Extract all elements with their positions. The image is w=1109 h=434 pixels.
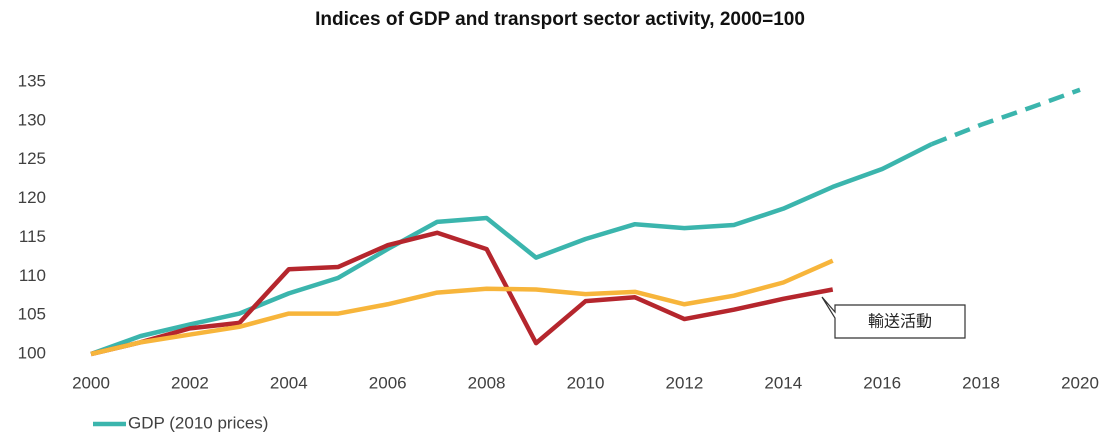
annotation-text: 輸送活動 (868, 312, 932, 331)
y-tick-label: 105 (18, 305, 46, 324)
x-tick-label: 2004 (270, 373, 308, 392)
x-tick-label: 2010 (567, 373, 605, 392)
callout-box (821, 296, 966, 339)
legend-label: GDP (2010 prices) (128, 413, 268, 432)
x-tick-label: 2008 (468, 373, 506, 392)
y-tick-label: 135 (18, 71, 46, 90)
chart-title: Indices of GDP and transport sector acti… (315, 9, 805, 30)
y-tick-label: 120 (18, 188, 46, 207)
y-tick-label: 110 (19, 266, 46, 285)
annotation: 輸送活動 (821, 296, 966, 339)
x-tick-label: 2020 (1061, 373, 1099, 392)
y-tick-label: 115 (19, 227, 46, 246)
x-tick-label: 2016 (863, 373, 901, 392)
x-tick-label: 2002 (171, 373, 209, 392)
series-line (90, 142, 933, 357)
y-tick-label: 125 (18, 149, 46, 168)
y-tick-label: 130 (18, 110, 46, 129)
x-tick-label: 2000 (72, 373, 110, 392)
series-line (930, 87, 1081, 147)
x-tick-label: 2012 (665, 373, 703, 392)
y-tick-label: 100 (18, 343, 46, 362)
x-tick-label: 2014 (764, 373, 802, 392)
series-line (90, 230, 834, 357)
x-tick-label: 2006 (369, 373, 407, 392)
series-line (90, 258, 834, 357)
x-tick-label: 2018 (962, 373, 1000, 392)
